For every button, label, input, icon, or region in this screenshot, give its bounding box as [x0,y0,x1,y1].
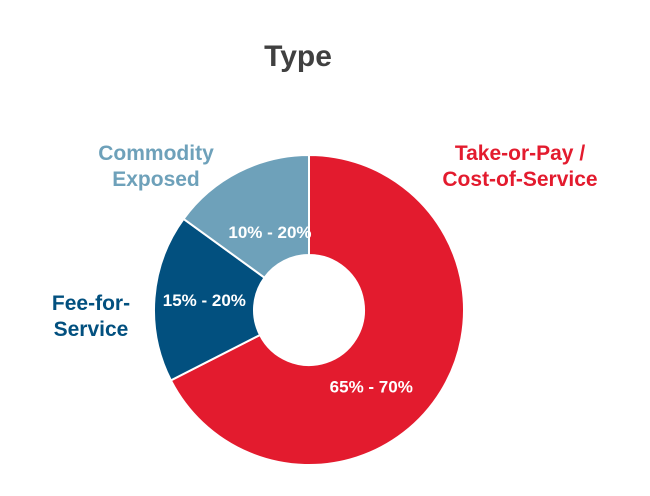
slice-name-line: Cost-of-Service [442,168,598,191]
slice-name-commodity-exposed: Commodity Exposed [70,141,242,193]
slice-name-take-or-pay: Take-or-Pay / Cost-of-Service [420,141,620,193]
chart-title: Type [264,40,332,73]
slice-name-line: Commodity [98,142,214,165]
slice-name-line: Take-or-Pay / [454,142,586,165]
slice-name-fee-for-service: Fee-for- Service [28,291,154,343]
donut-slice [182,153,310,280]
donut-slice [169,153,465,466]
donut-slice [153,217,266,382]
slice-name-line: Exposed [112,168,200,191]
slice-value-label: 15% - 20% [163,291,246,310]
slice-value-label: 10% - 20% [228,223,311,242]
slice-value-label: 65% - 70% [330,378,413,397]
slice-name-line: Service [53,318,129,341]
slice-name-line: Fee-for- [51,292,131,315]
